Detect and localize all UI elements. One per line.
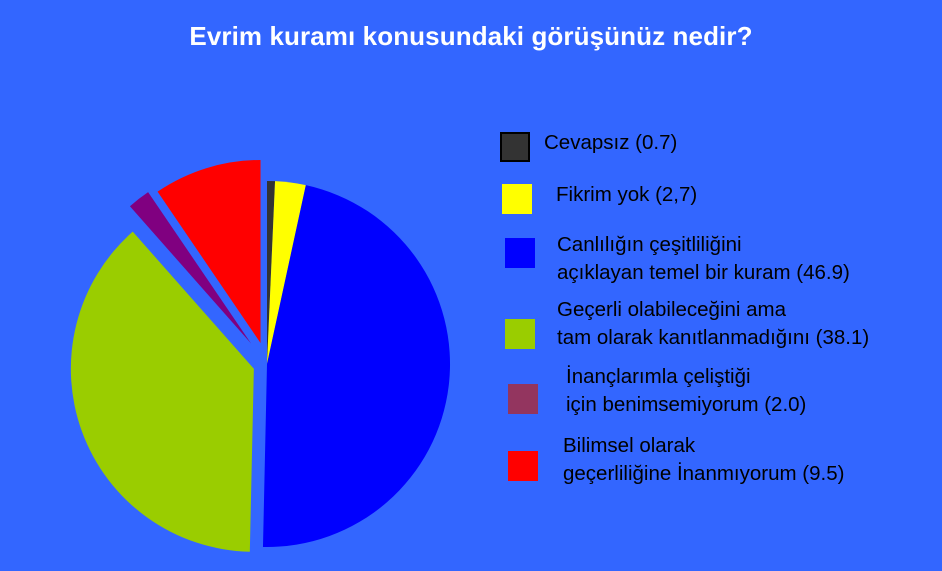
legend-swatch [508,384,538,414]
legend-swatch [500,132,530,162]
pie-chart-svg [70,159,451,552]
legend-swatch [508,451,538,481]
legend-item[interactable]: İnançlarımla çeliştiği için benimsemiyor… [508,365,942,419]
legend-item[interactable]: Cevapsız (0.7) [500,131,942,162]
legend-label: Geçerli olabileceğini ama tam olarak kan… [557,298,870,349]
legend-label: Bilimsel olarak geçerliliğine İnanmıyoru… [563,434,845,485]
legend-swatch [505,319,535,349]
page-title: Evrim kuramı konusundaki görüşünüz nedir… [189,21,753,51]
legend-label: İnançlarımla çeliştiği için benimsemiyor… [566,365,807,416]
pie-slice[interactable] [267,181,306,364]
pie-chart [70,159,451,552]
legend-item[interactable]: Canlılığın çeşitliliğini açıklayan temel… [505,233,942,287]
legend-item[interactable]: Geçerli olabileceğini ama tam olarak kan… [505,298,942,352]
pie-slice[interactable] [262,185,451,548]
legend-label: Canlılığın çeşitliliğini açıklayan temel… [557,233,850,284]
pie-slice[interactable] [157,159,261,343]
pie-slice[interactable] [129,192,252,344]
legend-label: Fikrim yok (2,7) [556,183,698,206]
legend-item[interactable]: Bilimsel olarak geçerliliğine İnanmıyoru… [508,434,942,488]
legend-label: Cevapsız (0.7) [544,131,678,154]
chart-legend: Cevapsız (0.7) Fikrim yok (2,7) Canlılığın… [500,131,942,498]
legend-item[interactable]: Fikrim yok (2,7) [502,183,942,214]
pie-slice[interactable] [267,181,276,364]
pie-slice[interactable] [70,231,254,552]
legend-swatch [505,238,535,268]
legend-swatch [502,184,532,214]
